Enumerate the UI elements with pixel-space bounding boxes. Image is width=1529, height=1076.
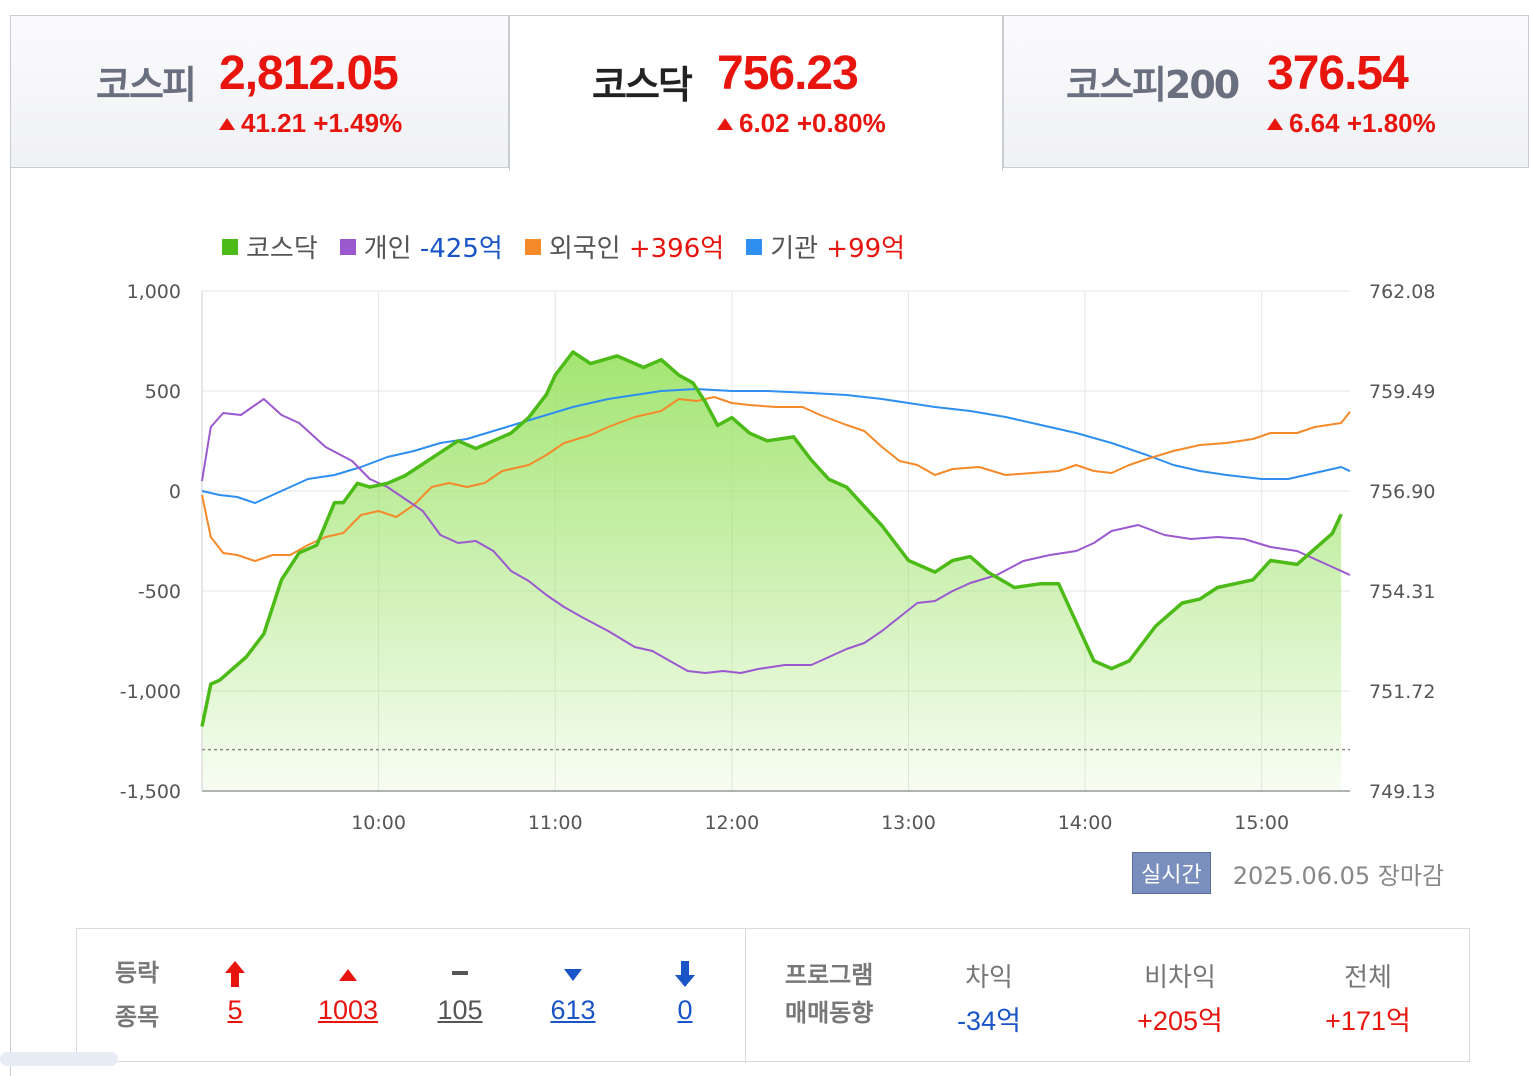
legend-swatch	[339, 238, 356, 255]
rise-triangle-icon	[717, 118, 733, 130]
program-arbitrage-value: -34억	[957, 1006, 1021, 1036]
legend-value: +396억	[628, 234, 725, 264]
program-total-head: 전체	[1344, 963, 1392, 993]
tab-kosdaq[interactable]: 코스닥 756.23 6.02 +0.80%	[509, 15, 1003, 171]
tab-change: 41.21 +1.49%	[219, 108, 402, 139]
summary-divider	[745, 929, 746, 1063]
x-tick-label: 12:00	[704, 812, 759, 834]
legend-item-foreign[interactable]: 외국인 +396억	[524, 228, 725, 265]
flat-count[interactable]: 105	[437, 995, 483, 1025]
market-status: 실시간 2025.06.05 장마감	[1132, 852, 1444, 894]
program-arbitrage-head: 차익	[965, 963, 1013, 993]
tab-name: 코스닥	[592, 63, 693, 107]
y-left-tick-label: -1,000	[120, 681, 181, 703]
tab-change: 6.64 +1.80%	[1267, 108, 1436, 139]
legend-item-kosdaq[interactable]: 코스닥	[222, 228, 318, 265]
x-tick-label: 13:00	[881, 812, 936, 834]
program-title: 프로그램 매매동향	[785, 961, 874, 1027]
legend-item-institution[interactable]: 기관 +99억	[746, 228, 905, 265]
legend-label: 코스닥	[246, 234, 318, 264]
y-right-tick-label: 754.31	[1369, 581, 1435, 603]
upper-limit-count[interactable]: 5	[227, 995, 243, 1025]
y-right-tick-label: 756.90	[1369, 481, 1435, 503]
legend-value: -425억	[419, 234, 503, 264]
y-right-tick-label: 751.72	[1369, 681, 1435, 703]
tab-kospi200[interactable]: 코스피200 376.54 6.64 +1.80%	[1003, 15, 1529, 168]
y-left-tick-label: -500	[138, 581, 181, 603]
y-left-tick-label: 500	[145, 381, 181, 403]
summary-box: 등락 종목 5 1003 105 613 0 프로그램 매매동향 차익 비차익 전체…	[76, 928, 1470, 1063]
legend-swatch	[222, 238, 238, 255]
legend-label: 기관	[770, 234, 819, 264]
rise-triangle-icon	[339, 969, 357, 981]
x-tick-label: 10:00	[351, 812, 406, 834]
legend-swatch	[746, 238, 763, 255]
series-line-kosdaq	[200, 350, 1343, 727]
tab-value: 376.54	[1267, 47, 1409, 100]
y-right-tick-label: 759.49	[1369, 381, 1435, 403]
y-left-tick-label: 1,000	[127, 281, 181, 303]
y-left-tick-label: -1,500	[120, 781, 181, 803]
kosdaq-area	[202, 352, 1342, 791]
status-date: 2025.06.05 장마감	[1232, 861, 1445, 890]
tab-value: 2,812.05	[219, 47, 399, 100]
series-line-individual	[201, 398, 1351, 674]
lower-limit-count[interactable]: 0	[677, 995, 693, 1025]
legend-value: +99억	[826, 234, 906, 264]
rise-triangle-icon	[219, 118, 235, 130]
realtime-badge[interactable]: 실시간	[1132, 852, 1211, 894]
program-nonarbitrage-head: 비차익	[1144, 963, 1216, 993]
chart-legend: 코스닥 개인 -425억 외국인 +396억 기관 +99억	[222, 228, 905, 265]
x-tick-label: 14:00	[1058, 812, 1113, 834]
y-right-tick-label: 749.13	[1369, 781, 1435, 803]
breadth-title: 등락 종목	[115, 959, 160, 1031]
x-tick-label: 15:00	[1234, 812, 1289, 834]
y-left-tick-label: 0	[169, 481, 181, 503]
index-tabs: 코스피 2,812.05 41.21 +1.49% 코스닥 756.23 6.0…	[10, 15, 1529, 171]
tab-value: 756.23	[717, 47, 859, 100]
series-line-institution	[201, 388, 1351, 504]
legend-swatch	[524, 238, 541, 255]
lower-limit-arrow-icon	[675, 961, 695, 987]
program-total-value: +171억	[1325, 1006, 1411, 1036]
program-nonarbitrage-value: +205억	[1137, 1006, 1223, 1036]
upper-limit-arrow-icon	[225, 961, 245, 987]
flat-dash-icon	[452, 971, 468, 975]
tab-change: 6.02 +0.80%	[717, 108, 886, 139]
tab-kospi[interactable]: 코스피 2,812.05 41.21 +1.49%	[10, 15, 509, 168]
fall-count[interactable]: 613	[550, 995, 596, 1025]
investor-chart: 1,000 500 0 -500 -1,000 -1,500 762.08 759.49 756…	[120, 281, 1436, 834]
rise-triangle-icon	[1267, 118, 1283, 130]
x-tick-label: 11:00	[528, 812, 583, 834]
fall-triangle-icon	[564, 969, 582, 981]
legend-label: 외국인	[548, 234, 621, 264]
legend-item-individual[interactable]: 개인 -425억	[339, 228, 503, 265]
legend-label: 개인	[363, 234, 412, 264]
tab-name: 코스피	[96, 63, 197, 107]
tab-name: 코스피200	[1066, 63, 1240, 107]
scrollbar-thumb[interactable]	[0, 1052, 118, 1066]
rise-count[interactable]: 1003	[317, 995, 379, 1025]
series-line-foreign	[201, 396, 1351, 562]
y-right-tick-label: 762.08	[1369, 281, 1435, 303]
